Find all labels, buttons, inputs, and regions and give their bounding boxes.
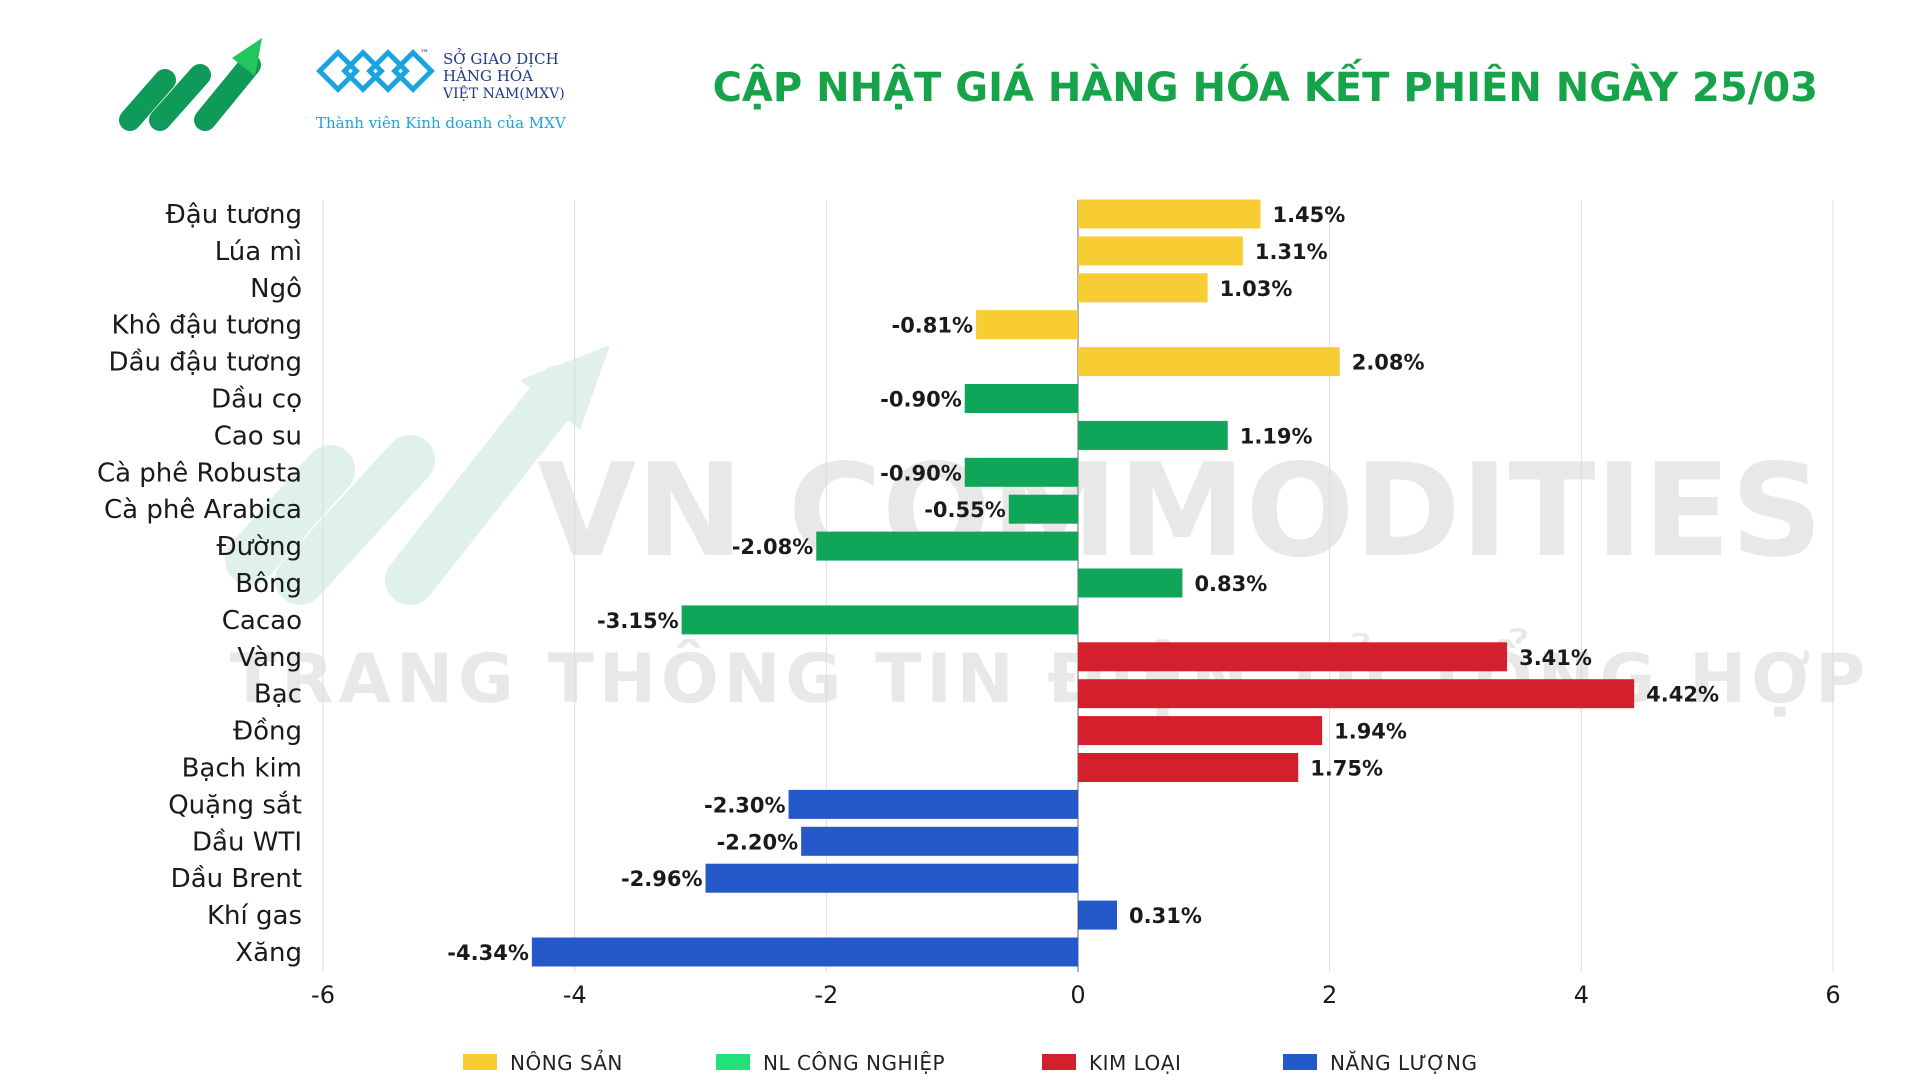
data-label: -2.30% — [704, 793, 786, 817]
category-label: Đường — [216, 532, 302, 562]
legend-swatch — [716, 1054, 750, 1070]
data-label: 1.31% — [1255, 240, 1328, 264]
data-label: 1.94% — [1334, 720, 1407, 744]
x-axis-ticks: -6 -4 -2 0 2 4 6 — [311, 981, 1841, 1009]
bar — [816, 531, 1078, 561]
category-label: Đậu tương — [166, 200, 302, 230]
exchange-logo-line-1: SỞ GIAO DỊCH — [443, 48, 559, 68]
legend-swatch — [1283, 1054, 1317, 1070]
bar — [1078, 753, 1299, 782]
category-label: Khí gas — [207, 901, 302, 931]
legend-swatch — [1042, 1054, 1076, 1070]
category-label: Cà phê Arabica — [104, 495, 302, 525]
bar — [681, 605, 1078, 635]
data-label: -4.34% — [447, 941, 529, 965]
exchange-logo-tm: ™ — [420, 49, 429, 59]
bar — [1078, 199, 1261, 229]
bar — [705, 863, 1078, 893]
x-tick-label: 6 — [1825, 981, 1840, 1009]
chart-bars — [531, 199, 1635, 967]
legend-label: NĂNG LƯỢNG — [1330, 1051, 1477, 1075]
data-label: 0.83% — [1194, 572, 1267, 596]
bar — [1078, 679, 1635, 709]
category-label: Cà phê Robusta — [97, 458, 302, 488]
bar — [1078, 236, 1243, 266]
data-label: 1.45% — [1272, 203, 1345, 227]
category-label: Cacao — [222, 606, 302, 636]
data-label: -2.08% — [732, 535, 814, 559]
category-label: Dầu WTI — [192, 827, 302, 857]
data-label: -2.96% — [621, 867, 703, 891]
category-label: Bông — [235, 569, 302, 599]
brand-logo-icon — [119, 38, 262, 131]
data-label: -3.15% — [597, 609, 679, 633]
x-tick-label: -6 — [311, 981, 335, 1009]
category-label: Khô đậu tương — [112, 311, 302, 341]
category-label: Quặng sắt — [168, 789, 302, 820]
bar — [964, 384, 1078, 413]
data-label: 3.41% — [1519, 646, 1592, 670]
data-label: -0.90% — [880, 461, 962, 485]
bar — [964, 457, 1078, 487]
exchange-logo: SỞ GIAO DỊCH HÀNG HÓA VIỆT NAM(MXV) ™ Th… — [316, 48, 567, 132]
category-label: Bạch kim — [182, 754, 302, 784]
x-tick-label: 2 — [1322, 981, 1337, 1009]
bar — [1078, 347, 1340, 377]
exchange-logo-icon — [316, 49, 435, 93]
category-label: Dầu cọ — [211, 385, 302, 415]
bar — [788, 789, 1078, 819]
bar — [1078, 642, 1508, 672]
chart-legend: NÔNG SẢN NL CÔNG NGHIỆP KIM LOẠI NĂNG LƯỢNG — [463, 1050, 1477, 1075]
category-label: Lúa mì — [215, 237, 302, 267]
bar — [1008, 494, 1078, 524]
data-label: 4.42% — [1646, 683, 1719, 707]
bar — [531, 937, 1078, 967]
value-labels: 1.45% 1.31% 1.03% -0.81% 2.08% -0.90% 1.19% -0.… — [447, 203, 1719, 965]
category-label: Dầu Brent — [171, 864, 302, 894]
watermark-logo-icon — [225, 345, 610, 605]
data-label: -0.90% — [880, 388, 962, 412]
exchange-logo-line-3: VIỆT NAM(MXV) — [442, 84, 565, 102]
bar — [976, 310, 1078, 340]
x-tick-label: 0 — [1070, 981, 1085, 1009]
data-label: -2.20% — [717, 830, 799, 854]
category-label: Đồng — [233, 717, 302, 747]
bar — [801, 826, 1078, 856]
category-label: Cao su — [214, 421, 302, 451]
bar — [1078, 568, 1183, 598]
bar — [1078, 900, 1118, 930]
bar — [1078, 420, 1228, 450]
category-label: Vàng — [237, 643, 302, 673]
category-label: Bạc — [254, 680, 302, 710]
exchange-member-text: Thành viên Kinh doanh của MXV — [316, 114, 567, 132]
data-label: 1.03% — [1220, 277, 1293, 301]
data-label: -0.55% — [924, 498, 1006, 522]
watermark-line-1: VN COMMODITIES — [537, 437, 1823, 586]
legend-label: NL CÔNG NGHIỆP — [763, 1051, 945, 1075]
category-label: Dầu đậu tương — [109, 348, 302, 378]
legend-swatch — [463, 1054, 497, 1070]
page-title: CẬP NHẬT GIÁ HÀNG HÓA KẾT PHIÊN NGÀY 25/… — [713, 57, 1818, 111]
x-tick-label: 4 — [1574, 981, 1589, 1009]
bar — [1078, 716, 1323, 746]
data-label: 1.19% — [1240, 424, 1313, 448]
legend-label: KIM LOẠI — [1089, 1051, 1181, 1075]
category-label: Ngô — [250, 274, 302, 304]
legend-label: NÔNG SẢN — [510, 1050, 623, 1075]
bar — [1078, 273, 1208, 303]
category-label: Xăng — [235, 938, 302, 968]
x-tick-label: -2 — [814, 981, 838, 1009]
data-label: 1.75% — [1310, 757, 1383, 781]
category-labels: Đậu tương Lúa mì Ngô Khô đậu tương Dầu đậu t… — [97, 200, 302, 968]
exchange-logo-line-2: HÀNG HÓA — [443, 67, 533, 85]
data-label: 0.31% — [1129, 904, 1202, 928]
data-label: 2.08% — [1352, 351, 1425, 375]
x-tick-label: -4 — [563, 981, 587, 1009]
data-label: -0.81% — [891, 314, 973, 338]
